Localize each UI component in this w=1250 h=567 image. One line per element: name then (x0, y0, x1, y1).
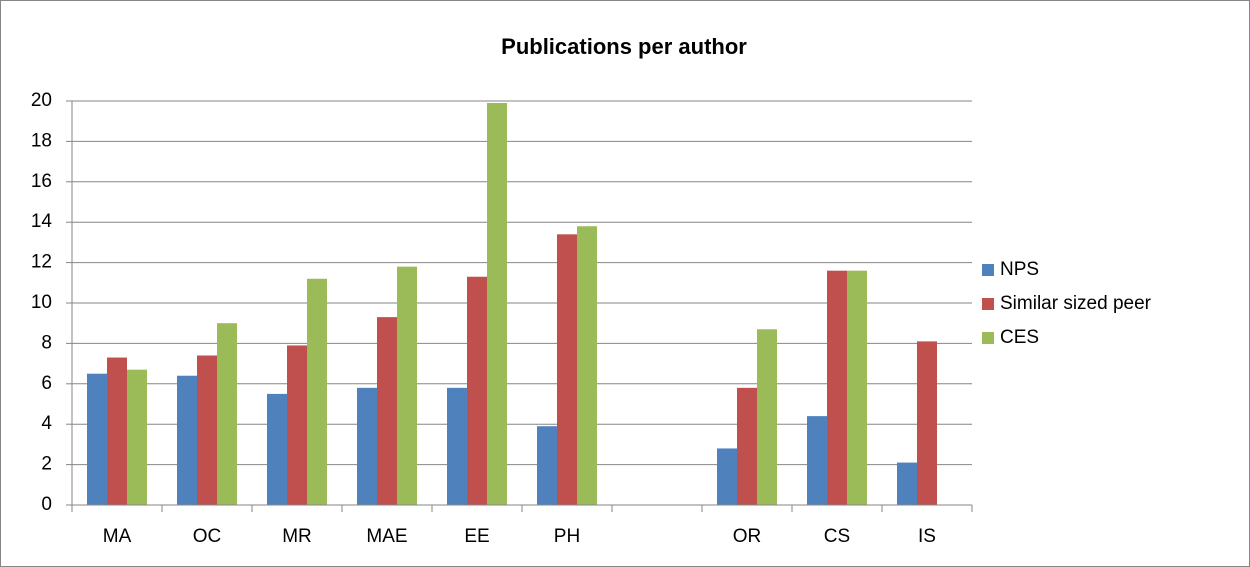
x-tick-label: MA (103, 526, 132, 547)
legend-label: Similar sized peer (1000, 293, 1152, 314)
y-tick-label: 4 (41, 413, 52, 434)
bar (107, 357, 127, 505)
y-tick-label: 16 (31, 171, 52, 192)
bar (87, 373, 107, 505)
y-tick-label: 6 (41, 373, 52, 394)
bar (217, 323, 237, 505)
bar (467, 276, 487, 505)
y-tick-label: 2 (41, 454, 52, 475)
bar (557, 234, 577, 505)
legend-swatch (982, 298, 994, 310)
bar (757, 329, 777, 505)
bar (447, 387, 467, 505)
chart-title: Publications per author (501, 34, 747, 59)
bar (577, 226, 597, 506)
x-tick-label: CS (824, 526, 850, 547)
bar (377, 317, 397, 505)
y-tick-label: 8 (41, 332, 52, 353)
bar (717, 448, 737, 505)
bar (177, 375, 197, 505)
bar (847, 270, 867, 505)
bar (127, 369, 147, 505)
bar (267, 393, 287, 505)
bar (197, 355, 217, 505)
x-tick-label: OR (733, 526, 762, 547)
bar (917, 341, 937, 505)
bar (307, 278, 327, 505)
y-tick-label: 14 (31, 211, 53, 232)
bar (397, 266, 417, 505)
bar (357, 387, 377, 505)
y-tick-label: 18 (31, 130, 52, 151)
bar (487, 103, 507, 506)
legend-label: CES (1000, 327, 1039, 348)
bar (897, 462, 917, 505)
legend-label: NPS (1000, 259, 1039, 280)
y-tick-label: 12 (31, 252, 52, 273)
x-tick-label: MAE (366, 526, 407, 547)
bar (737, 387, 757, 505)
x-tick-label: OC (193, 526, 222, 547)
x-tick-label: PH (554, 526, 580, 547)
x-tick-label: IS (918, 526, 936, 547)
legend-swatch (982, 264, 994, 276)
x-tick-label: MR (282, 526, 312, 547)
bar (807, 416, 827, 505)
x-tick-label: EE (464, 526, 489, 547)
y-tick-label: 10 (31, 292, 52, 313)
y-tick-label: 0 (41, 494, 52, 515)
bar (287, 345, 307, 505)
bar (537, 426, 557, 505)
bar (827, 270, 847, 505)
legend-swatch (982, 332, 994, 344)
y-tick-label: 20 (31, 90, 52, 111)
